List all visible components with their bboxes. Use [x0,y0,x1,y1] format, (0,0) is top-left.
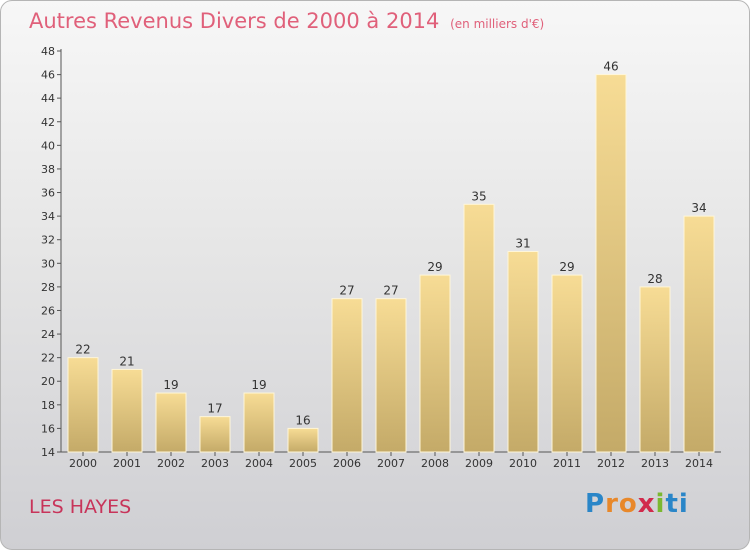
bar-value-label: 28 [647,272,662,286]
bar-value-label: 29 [427,260,442,274]
bar-value-label: 21 [119,354,134,368]
bar [639,286,671,453]
bar-value-label: 31 [515,237,530,251]
bar-value-label: 27 [339,284,354,298]
x-tick-label: 2009 [465,457,493,470]
bar [507,251,539,453]
x-tick-label: 2012 [597,457,625,470]
bar-value-label: 19 [251,378,266,392]
y-tick-label: 26 [41,304,55,317]
bar-value-label: 29 [559,260,574,274]
y-tick-label: 30 [41,257,55,270]
y-tick-label: 48 [41,45,55,58]
bar [595,74,627,453]
x-tick-label: 2014 [685,457,713,470]
bar-value-label: 17 [207,402,222,416]
x-tick-label: 2006 [333,457,361,470]
bar [67,357,99,453]
title-unit: (en milliers d'€) [450,17,545,31]
bar [375,298,407,453]
bar-value-label: 34 [691,201,706,215]
commune-label: LES HAYES [29,496,132,518]
bar [463,203,495,453]
y-tick-label: 14 [41,446,55,459]
chart-title: Autres Revenus Divers de 2000 à 2014 (en… [29,9,544,33]
bar [287,427,319,453]
bar [111,368,143,453]
bar [199,416,231,453]
proxiti-logo: Proxiti [585,489,689,519]
y-tick-label: 46 [41,69,55,82]
bar-value-label: 35 [471,189,486,203]
bar [683,215,715,453]
logo-letter: ti [665,489,689,519]
bar-value-label: 27 [383,284,398,298]
y-tick-label: 40 [41,139,55,152]
y-tick-label: 20 [41,375,55,388]
bar [419,274,451,453]
x-tick-label: 2004 [245,457,273,470]
y-tick-label: 44 [41,92,55,105]
bar-value-label: 22 [75,343,90,357]
x-tick-label: 2013 [641,457,669,470]
logo-letter: r [605,489,619,519]
logo-letter: i [655,489,666,519]
y-tick-label: 34 [41,210,55,223]
y-tick-label: 32 [41,234,55,247]
y-tick-label: 18 [41,399,55,412]
y-tick-label: 36 [41,187,55,200]
x-tick-label: 2011 [553,457,581,470]
bar [331,298,363,453]
logo-letter: x [637,489,656,519]
bar [551,274,583,453]
y-tick-label: 38 [41,163,55,176]
bar [243,392,275,453]
x-tick-label: 2003 [201,457,229,470]
y-tick-label: 16 [41,422,55,435]
bar-value-label: 16 [295,413,310,427]
y-tick-label: 22 [41,352,55,365]
bar [155,392,187,453]
bar-value-label: 19 [163,378,178,392]
y-tick-label: 28 [41,281,55,294]
logo-letter: o [618,489,638,519]
logo-letter: P [585,489,606,519]
x-tick-label: 2002 [157,457,185,470]
x-tick-label: 2007 [377,457,405,470]
y-tick-label: 42 [41,116,55,129]
x-tick-label: 2000 [69,457,97,470]
x-tick-label: 2010 [509,457,537,470]
x-tick-label: 2005 [289,457,317,470]
x-tick-label: 2001 [113,457,141,470]
title-text: Autres Revenus Divers de 2000 à 2014 [29,9,440,33]
x-tick-label: 2008 [421,457,449,470]
y-tick-label: 24 [41,328,55,341]
bar-value-label: 46 [603,60,618,74]
